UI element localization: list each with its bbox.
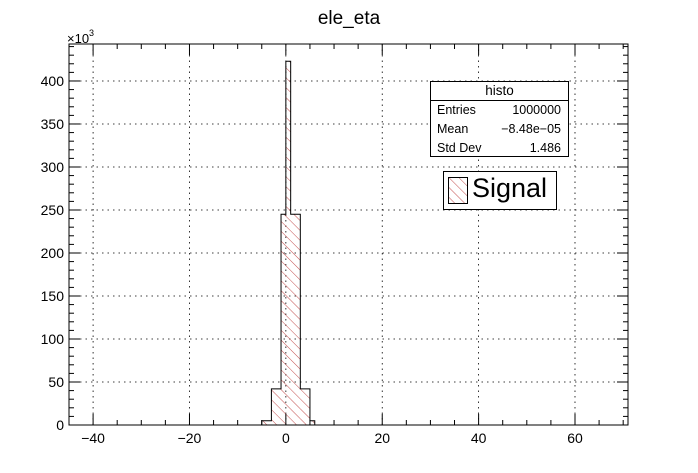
y-tick-label: 300 (41, 159, 65, 175)
x-tick-label: 40 (471, 430, 487, 446)
legend-label: Signal (472, 173, 548, 203)
y-tick-label: 200 (41, 245, 65, 261)
x-tick-label: 20 (374, 430, 390, 446)
y-tick-label: 150 (41, 288, 65, 304)
y-tick-label: 100 (41, 331, 65, 347)
histogram-bar (290, 214, 301, 425)
y-multiplier-exponent: 3 (89, 28, 94, 38)
stats-value: −8.48e−05 (501, 122, 561, 136)
y-tick-label: 400 (41, 73, 65, 89)
histogram-bar (309, 420, 315, 425)
histogram-bar (261, 420, 272, 425)
x-tick-label: 60 (567, 430, 583, 446)
stats-label: Entries (437, 103, 476, 117)
x-tick-label: −40 (81, 430, 105, 446)
stats-label: Mean (437, 122, 469, 136)
stats-row-mean: Mean −8.48e−05 (431, 120, 568, 139)
histogram-bar (271, 388, 282, 425)
legend: Signal (443, 171, 557, 210)
y-multiplier-label: ×10 (67, 31, 89, 46)
y-tick-label: 50 (48, 374, 64, 390)
stats-title: histo (431, 82, 568, 101)
histogram-bar (285, 61, 291, 426)
chart-title: ele_eta (317, 8, 381, 29)
stats-value: 1000000 (512, 103, 561, 117)
y-tick-label: 0 (56, 417, 64, 433)
x-tick-label: −20 (178, 430, 202, 446)
stats-row-std-dev: Std Dev 1.486 (431, 139, 568, 158)
stats-label: Std Dev (437, 141, 482, 155)
x-tick-label: 0 (282, 430, 290, 446)
y-tick-label: 250 (41, 202, 65, 218)
stats-value: 1.486 (529, 141, 561, 155)
stats-row-entries: Entries 1000000 (431, 101, 568, 120)
histogram-bar (281, 214, 286, 425)
y-tick-label: 350 (41, 116, 65, 132)
legend-swatch (448, 177, 468, 204)
histogram-outline (261, 60, 316, 425)
plot-frame (68, 43, 629, 426)
histogram-bar (300, 388, 310, 425)
stats-box: histo Entries 1000000 Mean −8.48e−05 Std… (430, 81, 569, 157)
